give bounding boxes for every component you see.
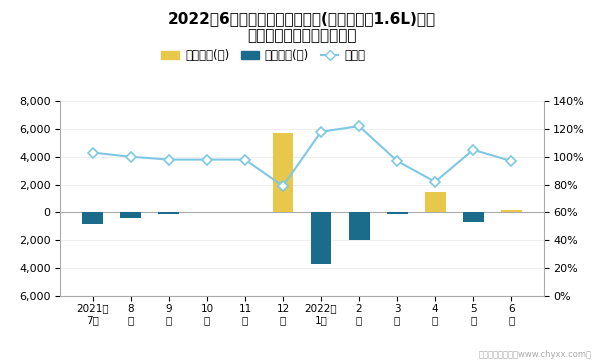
Bar <box>425 192 446 213</box>
Text: 制图：智研咨询（www.chyxx.com）: 制图：智研咨询（www.chyxx.com） <box>479 350 592 359</box>
Bar <box>501 210 522 213</box>
Bar <box>158 213 179 214</box>
Bar <box>463 213 484 222</box>
Bar <box>310 213 332 264</box>
Bar <box>349 213 370 240</box>
Bar <box>120 213 141 218</box>
Legend: 积压库存(辆), 清仓库存(辆), 产销率: 积压库存(辆), 清仓库存(辆), 产销率 <box>156 45 370 67</box>
Bar <box>272 133 294 213</box>
Bar <box>387 213 408 214</box>
Text: 2022年6月轩逸旗下最畅销轿车(十四代轩逸1.6L)近一
年库存情况及产销率统计图: 2022年6月轩逸旗下最畅销轿车(十四代轩逸1.6L)近一 年库存情况及产销率统… <box>168 11 436 43</box>
Bar <box>82 213 103 223</box>
